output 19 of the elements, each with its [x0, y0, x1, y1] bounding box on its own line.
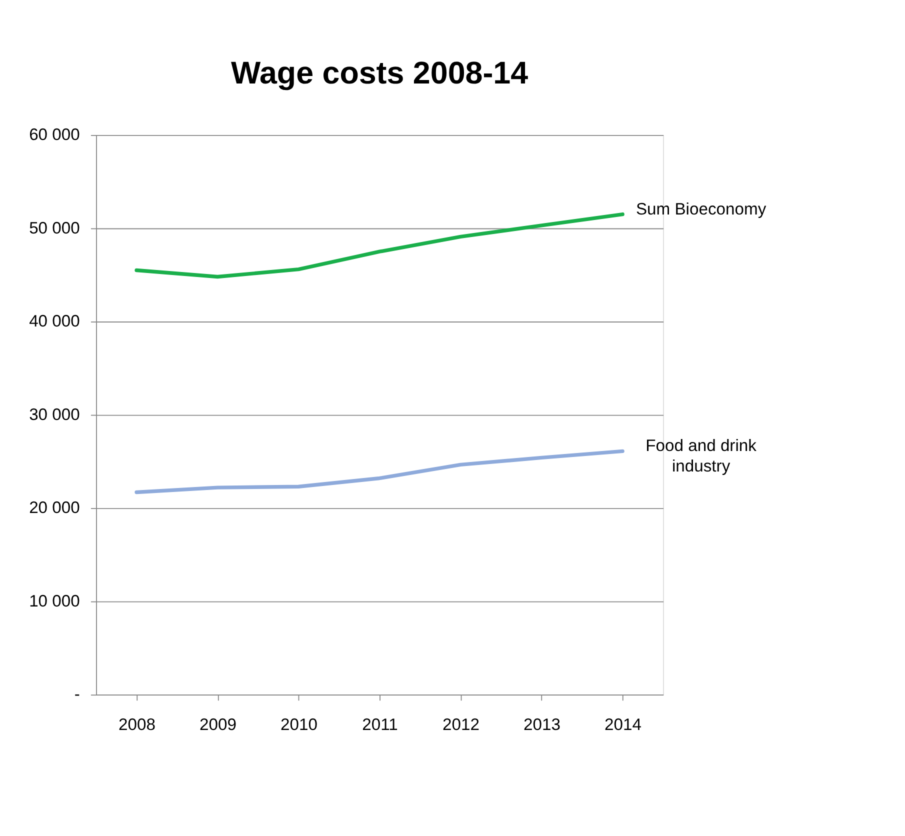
y-tick-label: 10 000 [29, 591, 80, 610]
y-tick-label: 20 000 [29, 498, 80, 518]
x-tick-label: 2013 [524, 715, 560, 734]
x-tick-label: 2008 [118, 715, 156, 734]
x-tick-label: 2014 [604, 715, 642, 734]
y-tick-label: 50 000 [29, 218, 80, 238]
line-series [134, 212, 624, 279]
y-tick-label: 40 000 [29, 312, 80, 331]
x-tick-label: 2009 [200, 715, 236, 734]
x-tick-label: 2012 [442, 715, 480, 734]
y-tick-label: 60 000 [29, 125, 80, 144]
line-series [134, 449, 624, 494]
series-label: Sum Bioeconomy [636, 199, 767, 218]
chart-title: Wage costs 2008-14 [231, 55, 529, 90]
x-tick-label: 2011 [362, 715, 398, 734]
x-tick-label: 2010 [280, 715, 318, 734]
y-tick-label: - [74, 684, 80, 704]
series-label: Food and drink industry [646, 436, 758, 476]
y-tick-label: 30 000 [29, 404, 80, 424]
